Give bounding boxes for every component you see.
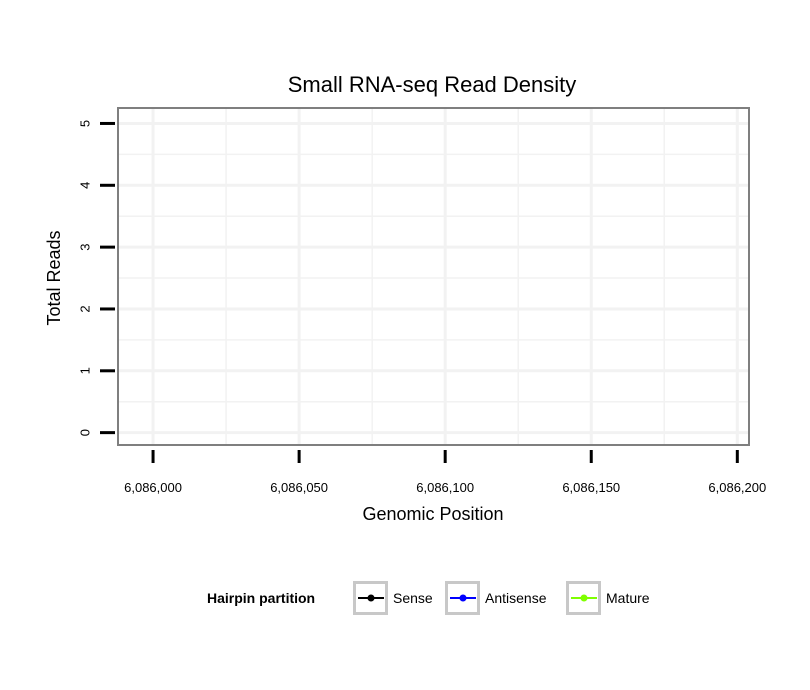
y-tick-label: 2	[77, 305, 92, 312]
y-axis: 0 1 2 3 4 5	[77, 120, 115, 436]
y-tick-label: 1	[77, 367, 92, 374]
y-tick-label: 5	[77, 120, 92, 127]
x-axis-title: Genomic Position	[362, 504, 503, 524]
legend-key-point	[580, 594, 588, 602]
x-tick-label: 6,086,000	[124, 480, 182, 495]
legend: Hairpin partition Sense Antisense Mature	[207, 581, 650, 615]
y-axis-title: Total Reads	[44, 230, 64, 325]
legend-key-point	[367, 594, 375, 602]
y-tick-label: 0	[77, 429, 92, 436]
chart-title: Small RNA-seq Read Density	[288, 72, 577, 97]
x-tick-label: 6,086,200	[708, 480, 766, 495]
legend-key-point	[459, 594, 467, 602]
y-tick-label: 4	[77, 182, 92, 189]
x-tick-label: 6,086,150	[562, 480, 620, 495]
x-axis: 6,086,000 6,086,050 6,086,100 6,086,150 6,08…	[124, 450, 766, 495]
grid	[118, 108, 749, 445]
x-tick-label: 6,086,100	[416, 480, 474, 495]
x-tick-label: 6,086,050	[270, 480, 328, 495]
legend-item-antisense: Antisense	[445, 581, 547, 615]
legend-label: Antisense	[485, 590, 547, 606]
legend-label: Mature	[606, 590, 650, 606]
legend-item-mature: Mature	[566, 581, 650, 615]
legend-item-sense: Sense	[353, 581, 433, 615]
plot-panel	[117, 107, 750, 446]
y-tick-label: 3	[77, 244, 92, 251]
legend-label: Sense	[393, 590, 433, 606]
legend-title: Hairpin partition	[207, 590, 315, 606]
